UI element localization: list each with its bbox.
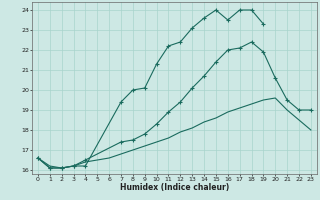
X-axis label: Humidex (Indice chaleur): Humidex (Indice chaleur) [120, 183, 229, 192]
